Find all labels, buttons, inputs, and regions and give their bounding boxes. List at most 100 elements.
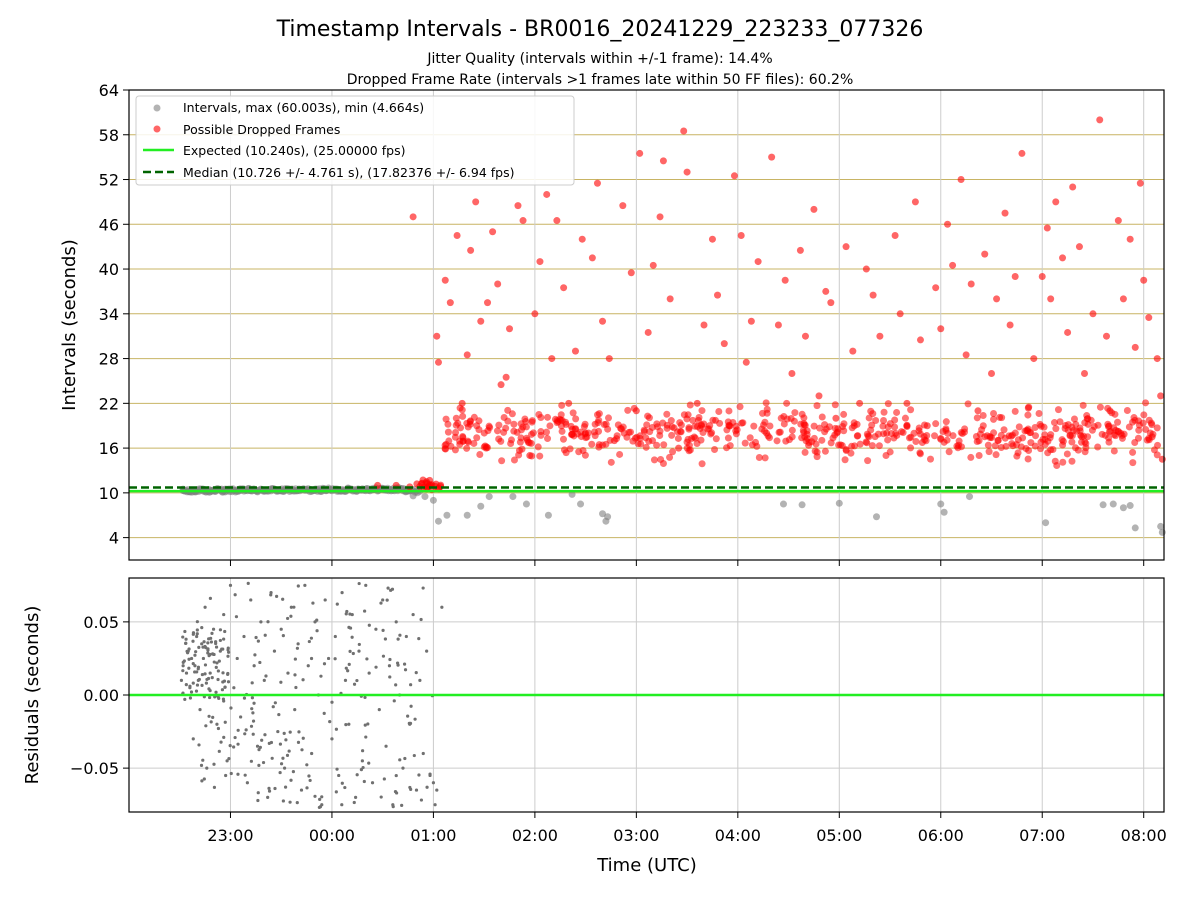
residual-point <box>362 779 366 784</box>
dropped-frame-point <box>880 416 888 424</box>
residual-point <box>209 636 213 640</box>
dropped-frame-point <box>1061 421 1069 429</box>
dropped-frame-point <box>636 149 644 157</box>
residual-point <box>218 628 223 632</box>
residual-point <box>288 730 292 734</box>
dropped-frame-point <box>458 399 466 407</box>
residual-point <box>208 688 212 693</box>
residual-point <box>256 639 260 643</box>
residual-point <box>340 803 344 807</box>
residual-point <box>257 763 261 767</box>
dropped-frame-point <box>864 457 872 465</box>
residual-point <box>284 738 288 742</box>
residual-point <box>401 766 405 770</box>
dropped-frame-point <box>883 429 891 437</box>
dropped-frame-point <box>1015 423 1023 431</box>
dropped-frame-point <box>994 436 1002 444</box>
residuals-y-ticks: −0.05 0.00 0.05 <box>70 613 129 778</box>
interval-point <box>568 490 576 498</box>
dropped-frame-point <box>931 432 939 440</box>
dropped-frame-point <box>1044 449 1052 457</box>
dropped-frame-point <box>645 437 653 445</box>
legend: Intervals, max (60.003s), min (4.664s) P… <box>135 95 575 186</box>
residual-point <box>319 674 323 678</box>
dropped-frame-point <box>529 429 537 437</box>
dropped-frame-point <box>932 420 940 428</box>
residual-point <box>228 583 233 587</box>
residual-point <box>188 686 192 690</box>
dropped-frame-point <box>1074 446 1082 454</box>
dropped-frame-point <box>445 437 453 445</box>
residual-point <box>291 770 295 774</box>
dropped-frame-point <box>700 321 708 329</box>
dropped-frame-point <box>942 418 950 426</box>
dropped-frame-point <box>467 246 475 254</box>
dropped-frame-point <box>907 406 915 414</box>
dropped-frame-point <box>690 433 698 441</box>
dropped-frame-point <box>1123 407 1131 415</box>
dropped-frame-point <box>1114 217 1122 225</box>
residual-point <box>184 637 188 641</box>
legend-intervals-label: Intervals, max (60.003s), min (4.664s) <box>183 100 424 115</box>
residual-point <box>188 696 193 700</box>
legend-dropped-label: Possible Dropped Frames <box>183 122 340 137</box>
dropped-frame-point <box>1002 442 1010 450</box>
dropped-frame-point <box>1030 355 1038 363</box>
dropped-frame-point <box>1084 420 1092 428</box>
residual-point <box>200 672 204 677</box>
dropped-frame-point <box>698 460 706 468</box>
residual-point <box>212 785 217 789</box>
intervals-y-tick-label: 22 <box>99 394 119 413</box>
residual-point <box>350 635 354 639</box>
interval-point <box>544 511 552 519</box>
dropped-frame-point <box>851 442 859 450</box>
residual-point <box>195 632 199 636</box>
dropped-frame-point <box>643 421 651 429</box>
dropped-frame-point <box>580 423 588 431</box>
residual-point <box>313 794 317 798</box>
residual-point <box>232 686 236 690</box>
residual-point <box>243 732 247 736</box>
residual-point <box>236 772 240 776</box>
residual-point <box>266 795 270 799</box>
interval-point <box>1119 504 1127 512</box>
dropped-frame-point <box>1050 419 1058 427</box>
dropped-frame-point <box>816 424 824 432</box>
dropped-frame-point <box>979 412 987 420</box>
legend-dropped-marker <box>153 125 161 133</box>
dropped-frame-point <box>1135 426 1143 434</box>
residual-point <box>431 781 436 785</box>
dropped-frame-point <box>785 436 793 444</box>
dropped-frame-point <box>810 205 818 213</box>
dropped-frame-point <box>588 440 596 448</box>
residual-point <box>295 646 300 650</box>
dropped-frame-point <box>1079 401 1087 409</box>
dropped-frame-point <box>1024 411 1032 419</box>
dropped-frame-point <box>470 439 478 447</box>
residual-point <box>315 629 319 633</box>
dropped-frame-point <box>1134 434 1142 442</box>
dropped-frame-point <box>656 213 664 221</box>
residual-point <box>404 634 408 639</box>
residual-point <box>354 795 358 799</box>
dropped-frame-point <box>666 453 674 461</box>
dropped-frame-point <box>1038 273 1046 281</box>
dropped-frame-point <box>484 299 492 307</box>
interval-point <box>1126 502 1134 510</box>
residual-point <box>206 641 210 645</box>
residual-point <box>421 751 425 756</box>
residual-point <box>204 724 208 728</box>
dropped-frame-point <box>558 401 566 409</box>
dropped-frame-point <box>1119 295 1127 303</box>
dropped-frame-point <box>711 445 719 453</box>
residual-point <box>322 662 327 666</box>
residual-point <box>309 636 314 640</box>
interval-point <box>937 500 945 508</box>
dropped-frame-point <box>695 413 703 421</box>
dropped-frame-point <box>514 202 522 210</box>
residual-point <box>334 790 338 794</box>
dropped-frame-point <box>1001 434 1009 442</box>
dropped-frame-point <box>990 415 998 423</box>
dropped-frame-point <box>884 436 892 444</box>
residual-point <box>216 677 220 682</box>
